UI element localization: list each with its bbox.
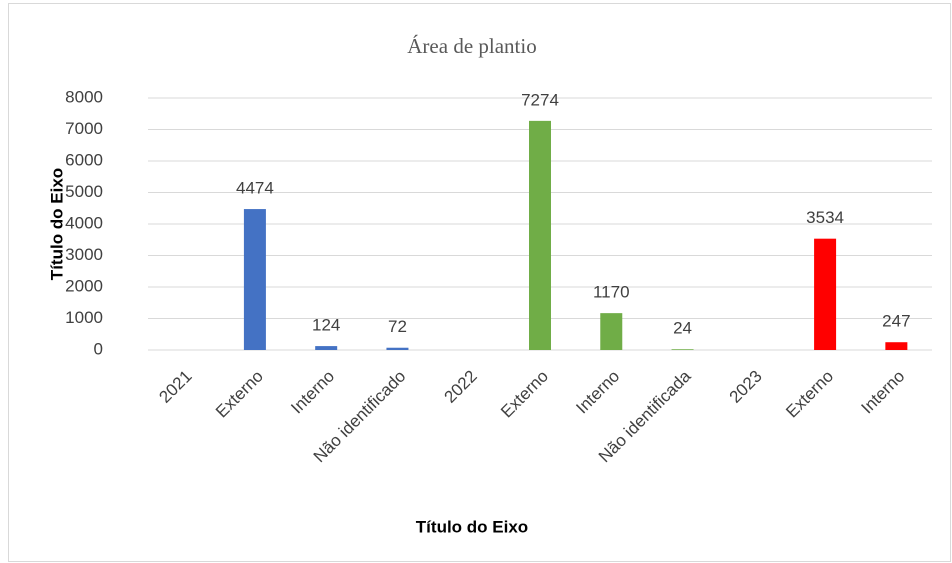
bar	[529, 120, 551, 350]
data-label: 7274	[521, 90, 559, 109]
bar	[315, 346, 338, 350]
y-axis-title: Título do Eixo	[47, 168, 66, 280]
y-tick-label: 5000	[65, 182, 103, 201]
y-tick-label: 7000	[65, 119, 103, 138]
y-tick-label: 2000	[65, 276, 103, 295]
bar	[885, 342, 908, 350]
bar	[386, 347, 409, 350]
bar	[671, 349, 694, 350]
chart-title: Área de plantio	[407, 34, 536, 58]
data-label: 72	[388, 317, 407, 336]
y-tick-label: 1000	[65, 308, 103, 327]
chart-border	[8, 3, 951, 562]
y-tick-label: 0	[94, 339, 103, 358]
y-tick-label: 6000	[65, 150, 103, 169]
data-label: 124	[312, 316, 340, 335]
bar	[600, 313, 623, 350]
y-tick-label: 3000	[65, 245, 103, 264]
x-axis-title: Título do Eixo	[416, 517, 528, 536]
data-label: 24	[673, 319, 692, 338]
data-label: 3534	[806, 208, 844, 227]
bar	[243, 209, 266, 350]
bar	[814, 238, 837, 350]
data-label: 4474	[236, 179, 274, 198]
data-label: 1170	[593, 283, 630, 302]
y-tick-label: 4000	[65, 213, 103, 232]
data-label: 247	[882, 312, 910, 331]
y-tick-label: 8000	[65, 87, 103, 106]
